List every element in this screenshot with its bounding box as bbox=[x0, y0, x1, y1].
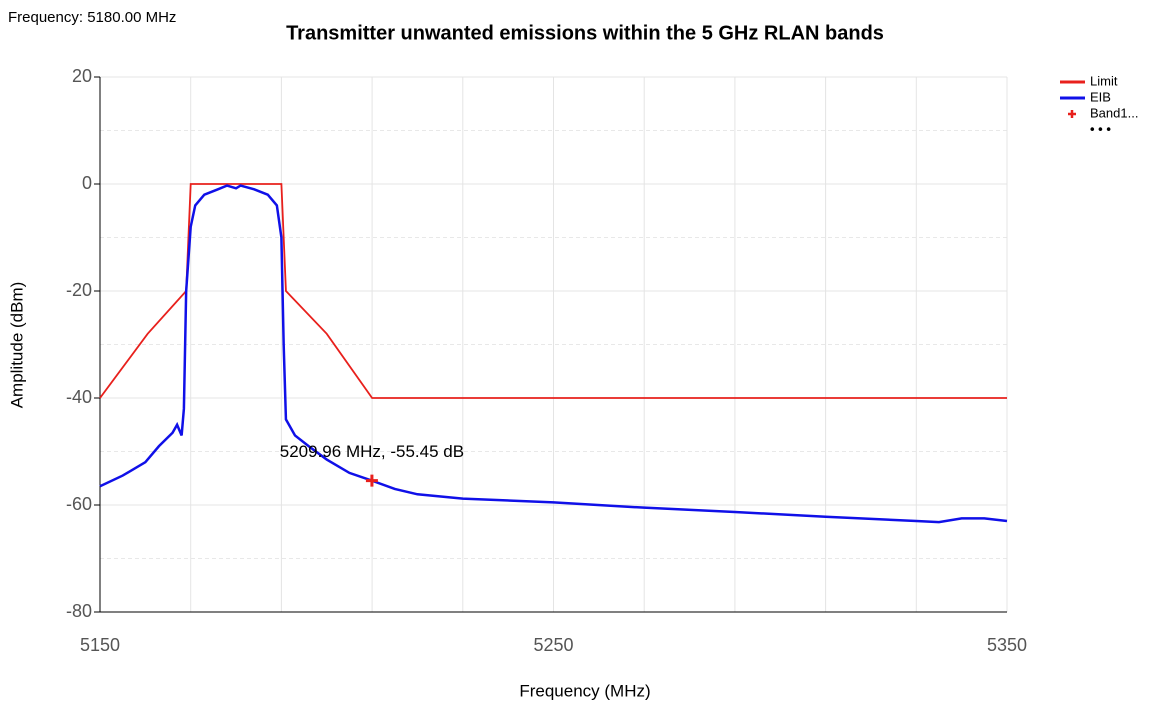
x-axis-label: Frequency (MHz) bbox=[519, 681, 650, 700]
marker-label: 5209.96 MHz, -55.45 dB bbox=[280, 442, 464, 461]
y-axis-label: Amplitude (dBm) bbox=[7, 282, 26, 409]
legend-label: Band1... bbox=[1090, 105, 1138, 120]
x-tick-label: 5250 bbox=[533, 635, 573, 655]
legend-label: Limit bbox=[1090, 73, 1118, 88]
y-tick-label: -80 bbox=[66, 601, 92, 621]
y-tick-label: 0 bbox=[82, 173, 92, 193]
chart-title: Transmitter unwanted emissions within th… bbox=[286, 22, 884, 44]
legend-more: • • • bbox=[1090, 121, 1111, 136]
marker bbox=[365, 474, 378, 487]
x-tick-label: 5350 bbox=[987, 635, 1027, 655]
y-tick-label: 20 bbox=[72, 66, 92, 86]
x-tick-label: 5150 bbox=[80, 635, 120, 655]
legend-swatch bbox=[1068, 110, 1076, 118]
status-text: Frequency: 5180.00 MHz bbox=[8, 9, 176, 26]
y-tick-label: -20 bbox=[66, 280, 92, 300]
series-line bbox=[99, 184, 1008, 524]
y-tick-label: -60 bbox=[66, 494, 92, 514]
y-tick-label: -40 bbox=[66, 387, 92, 407]
legend-label: EIB bbox=[1090, 89, 1111, 104]
series-line bbox=[99, 183, 1007, 399]
